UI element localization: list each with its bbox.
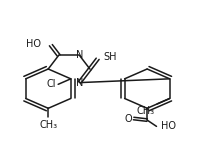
Text: O: O xyxy=(124,113,132,124)
Text: N: N xyxy=(76,78,83,88)
Text: CH₃: CH₃ xyxy=(39,120,57,130)
Text: SH: SH xyxy=(103,52,116,62)
Text: CH₃: CH₃ xyxy=(137,106,155,116)
Text: Cl: Cl xyxy=(47,79,56,89)
Text: HO: HO xyxy=(26,39,42,49)
Text: N: N xyxy=(76,50,83,60)
Text: HO: HO xyxy=(161,121,176,131)
